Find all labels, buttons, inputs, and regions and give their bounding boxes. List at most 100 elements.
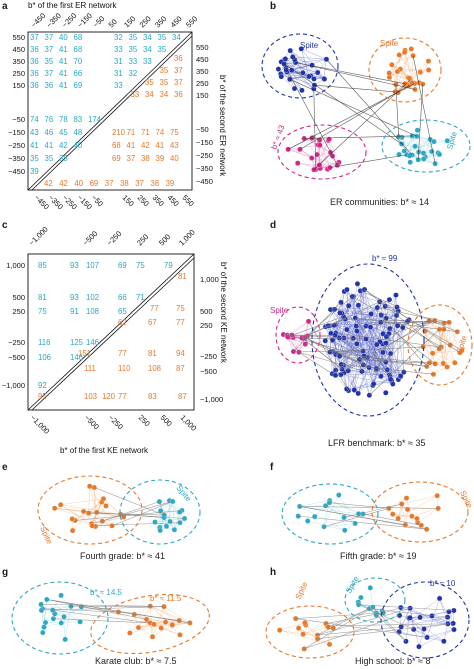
panel-a-bottom-tick: 350 xyxy=(151,193,166,208)
panel-a-matrix: b* of the first ER network b* of the sec… xyxy=(8,1,227,211)
panel-a-cell-cyan: 35 xyxy=(129,33,138,42)
panel-c-cell-orange: 77 xyxy=(118,349,127,358)
panel-c-cell-cyan: 93 xyxy=(70,261,79,270)
panel-a-cell-orange: 40 xyxy=(74,179,83,188)
panel-a-right-tick: 250 xyxy=(196,79,209,88)
panel-b-label-3: b* ≈ 43 xyxy=(269,123,286,150)
panel-h-cyan-hull xyxy=(344,577,406,623)
panel-a-cell-cyan: 42 xyxy=(59,141,68,150)
panel-letter-a: a xyxy=(2,1,8,12)
panel-h-blue-hull xyxy=(380,581,470,659)
panel-a-cell-cyan: 41 xyxy=(30,141,39,150)
panel-d-label-3: Spite xyxy=(455,334,469,354)
panel-a-cell-cyan: 37 xyxy=(45,45,54,54)
panel-a-cell-cyan: 41 xyxy=(59,45,68,54)
caption-f: Fifth grade: b* ≈ 19 xyxy=(340,551,417,561)
panel-h-label-1: Spite xyxy=(294,580,310,601)
panel-g-label-1: b* ≈ 14.5 xyxy=(90,588,123,597)
panel-a-left-tick: −450 xyxy=(8,167,25,176)
panel-c-bottom-tick: 250 xyxy=(137,413,152,428)
panel-a-cell-cyan: 36 xyxy=(30,45,39,54)
panel-c-top-tick: 1,000 xyxy=(177,228,197,248)
panel-b-magenta-hull xyxy=(277,124,367,180)
panel-a-cell-orange: 36 xyxy=(174,90,183,99)
panel-a-cell-orange: 37 xyxy=(135,179,144,188)
panel-a-right-tick: 150 xyxy=(196,91,209,100)
panel-e-orange-hull xyxy=(37,475,143,545)
panel-a-top-tick: −450 xyxy=(29,11,47,29)
panel-a-top-tick: 450 xyxy=(169,14,184,29)
panel-a-cell-cyan: 34 xyxy=(143,45,152,54)
panel-e-label-1: Spite xyxy=(38,525,54,546)
panel-a-cell-cyan: 34 xyxy=(172,33,181,42)
panel-c-cell-orange: 77 xyxy=(118,392,127,401)
panel-a-left-tick: −150 xyxy=(8,128,25,137)
panel-a-cell-orange: 39 xyxy=(156,154,165,163)
panel-a-top-tick: 150 xyxy=(122,14,137,29)
panel-a-top-tick: 550 xyxy=(184,14,199,29)
panel-letter-g: g xyxy=(2,567,9,578)
panel-c-top-tick: 250 xyxy=(135,232,150,247)
panel-a-cell-cyan: 36 xyxy=(30,81,39,90)
panel-a-cell-orange: 71 xyxy=(127,128,136,137)
panel-a-right-tick: −150 xyxy=(196,138,213,147)
panel-a-left-tick: 350 xyxy=(12,57,25,66)
panel-a-left-tick: 250 xyxy=(12,69,25,78)
panel-c-bottom-tick: −1,000 xyxy=(29,413,52,436)
panel-a-cell-cyan: 41 xyxy=(59,57,68,66)
panel-a-left-tick: 550 xyxy=(12,33,25,42)
panel-a-cell-orange: 43 xyxy=(170,141,179,150)
panel-a-cell-cyan: 35 xyxy=(45,154,54,163)
panel-a-cell-cyan: 33 xyxy=(114,81,123,90)
panel-a-right-tick: 550 xyxy=(196,43,209,52)
panel-a-diagonal-1 xyxy=(27,31,193,191)
panel-a-top-tick: −250 xyxy=(60,11,78,29)
panel-c-bottom-tick: −500 xyxy=(83,413,101,431)
panel-b-label-1: Spite xyxy=(300,41,319,50)
panel-c-cell-orange: 111 xyxy=(84,364,96,373)
panel-c-top-tick: −500 xyxy=(81,229,99,247)
panel-letter-b: b xyxy=(270,1,277,12)
panel-e-orange-community xyxy=(51,483,127,534)
panel-c-cell-cyan: 75 xyxy=(38,307,47,316)
panel-a-cell-orange: 34 xyxy=(160,90,169,99)
panel-a-cell-orange: 71 xyxy=(141,128,150,137)
panel-a-right-tick: −50 xyxy=(196,125,209,134)
panel-h-orange-community xyxy=(276,615,336,652)
panel-g-label-2: b* ≈ 11.5 xyxy=(150,594,182,603)
panel-a-cell-cyan: 35 xyxy=(158,45,167,54)
panel-c-cell-cyan: 92 xyxy=(38,381,47,390)
panel-c-cell-cyan: 146 xyxy=(86,338,99,347)
panel-b-magenta-community xyxy=(285,134,342,173)
panel-letter-c: c xyxy=(2,220,8,231)
panel-c-cell-cyan: 106 xyxy=(38,353,51,362)
panel-a-cell-cyan: 35 xyxy=(59,154,68,163)
panel-e-cyan-community xyxy=(152,497,188,534)
panel-a-cell-cyan: 66 xyxy=(74,69,83,78)
panel-a-bottom-tick: 550 xyxy=(181,193,196,208)
panel-a-cell-cyan: 35 xyxy=(129,45,138,54)
caption-g: Karate club: b* ≈ 7.5 xyxy=(95,656,177,666)
panel-c-right-tick: −500 xyxy=(200,367,217,376)
panel-a-cell-orange: 42 xyxy=(141,141,150,150)
panel-a-top-tick: 250 xyxy=(138,14,153,29)
panel-a-cell-orange: 69 xyxy=(90,179,99,188)
panel-a-cell-orange: 68 xyxy=(112,141,121,150)
panel-a-cell-orange: 75 xyxy=(170,128,179,137)
caption-h: High school: b* ≈ 8 xyxy=(355,656,431,666)
panel-a-top-tick: 50 xyxy=(107,17,119,29)
panel-c-cell-orange: 83 xyxy=(148,392,157,401)
panel-c-cell-cyan: 93 xyxy=(70,293,79,302)
panel-a-cell-cyan: 36 xyxy=(30,57,39,66)
panel-a-bottom-tick: 250 xyxy=(136,193,151,208)
panel-a-cell-orange: 33 xyxy=(131,90,140,99)
panel-a-cell-orange: 210 xyxy=(112,128,126,137)
panel-c-bottom-tick: 1,000 xyxy=(179,413,199,433)
panel-a-left-tick: −250 xyxy=(8,141,25,150)
panel-h-orange-hull xyxy=(265,605,355,659)
panel-a-cell-orange: 39 xyxy=(166,179,175,188)
panel-a-cell-orange: 35 xyxy=(160,78,169,87)
panel-d-magenta-community xyxy=(280,318,312,355)
panel-c-cell-cyan: 65 xyxy=(118,307,127,316)
panel-c-cell-orange: 103 xyxy=(84,392,97,401)
